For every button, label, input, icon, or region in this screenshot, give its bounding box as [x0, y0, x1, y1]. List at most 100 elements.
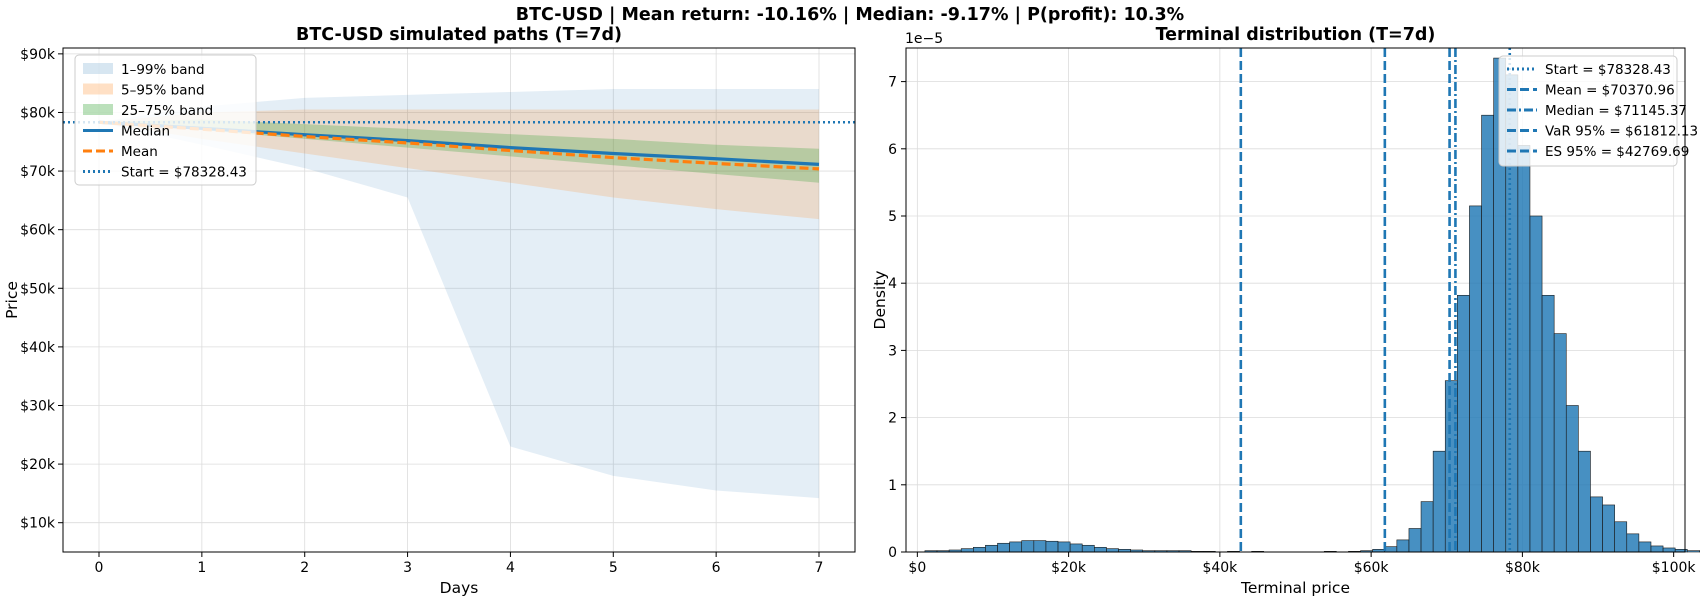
legend-label: 5–95% band — [121, 83, 205, 99]
paths-chart-ticks: 0 1 2 3 4 5 6 7 $10k $20k $30k $40k $50k $60k $70k $80k… — [20, 47, 823, 576]
legend-label: Median = $71145.37 — [1545, 103, 1687, 119]
x-tick-label: $20k — [1051, 560, 1087, 576]
y-tick-label: 7 — [888, 75, 897, 91]
y-tick-label: 3 — [888, 343, 897, 359]
histogram-bar — [1590, 496, 1603, 553]
paths-chart-x-axis-label: Days — [440, 579, 479, 597]
legend-label: Start = $78328.43 — [121, 165, 247, 181]
paths-chart-title: BTC-USD simulated paths (T=7d) — [296, 25, 622, 45]
histogram-bar — [973, 546, 986, 553]
y-tick-label: $50k — [20, 281, 56, 297]
legend-label: Start = $78328.43 — [1545, 62, 1671, 78]
histogram-bar — [960, 548, 974, 553]
terminal-chart-y-axis-label: Density — [871, 271, 889, 330]
histogram-bar — [1481, 114, 1494, 553]
y-tick-label: $30k — [20, 398, 56, 414]
paths-chart-frame — [62, 47, 856, 553]
terminal-chart-ticks: $0 $20k $40k $60k $80k $100k 0 1 2 3 4 5 6 7 — [888, 75, 1696, 576]
y-tick-label: $70k — [20, 164, 56, 180]
histogram-bar — [1553, 333, 1567, 553]
y-tick-label: $80k — [20, 105, 56, 121]
histogram-bar — [1033, 540, 1047, 553]
paths-chart-y-axis-label: Price — [3, 281, 21, 319]
legend-label: 25–75% band — [121, 103, 213, 119]
legend-swatch — [83, 83, 113, 95]
histogram-bar — [1081, 544, 1095, 553]
legend-label: Median — [121, 124, 170, 140]
histogram-bar — [997, 542, 1010, 553]
histogram-bar — [985, 544, 998, 553]
x-tick-label: $60k — [1354, 560, 1390, 576]
histogram-bar — [1638, 541, 1652, 553]
x-tick-label: 6 — [712, 560, 721, 576]
legend-swatch — [83, 104, 113, 115]
x-tick-label: 2 — [300, 560, 309, 576]
histogram-bar — [1420, 501, 1434, 553]
histogram-bar — [1045, 540, 1059, 553]
legend-box — [74, 54, 257, 186]
histogram-bar — [1614, 521, 1628, 553]
terminal-chart-y-offset-label: 1e−5 — [905, 31, 943, 47]
histogram-bar — [1432, 450, 1446, 553]
histogram-bar — [1408, 528, 1422, 553]
y-tick-label: 5 — [888, 209, 897, 225]
histogram-bar — [1094, 546, 1107, 553]
histogram-bar — [1650, 545, 1664, 553]
legend-label: ES 95% = $42769.69 — [1545, 144, 1689, 160]
histogram-bar — [1009, 541, 1023, 553]
y-tick-label: $20k — [20, 457, 56, 473]
paths-chart: 0 1 2 3 4 5 6 7 $10k $20k $30k $40k $50k $60k $70k $80k… — [3, 25, 856, 597]
x-tick-label: 3 — [403, 560, 412, 576]
terminal-distribution-chart: $0 $20k $40k $60k $80k $100k 0 1 2 3 4 5 6 7 Terminal… — [871, 25, 1700, 597]
histogram-bar — [1069, 543, 1083, 553]
x-tick-label: $100k — [1652, 560, 1697, 576]
paths-chart-legend: 1–99% band 5–95% band 25–75% band Median Mea… — [74, 54, 257, 186]
paths-chart-bands — [99, 89, 819, 499]
y-tick-label: $10k — [20, 516, 56, 532]
x-tick-label: 0 — [95, 560, 104, 576]
y-tick-label: $40k — [20, 340, 56, 356]
y-tick-label: $60k — [20, 223, 56, 239]
paths-chart-grid — [63, 48, 855, 552]
histogram-bar — [1057, 541, 1071, 553]
histogram-bar — [1384, 546, 1398, 553]
x-tick-label: 4 — [506, 560, 515, 576]
y-tick-label: 0 — [888, 545, 897, 561]
x-tick-label: 1 — [197, 560, 206, 576]
terminal-chart-legend: Start = $78328.43 Mean = $70370.96 Median … — [1498, 55, 1698, 167]
histogram-bar — [1602, 504, 1615, 553]
histogram-bar — [1686, 550, 1700, 553]
histogram-bar — [1662, 547, 1676, 553]
x-tick-label: $40k — [1202, 560, 1238, 576]
histogram-bar — [1106, 548, 1119, 553]
figure-suptitle: BTC-USD | Mean return: -10.16% | Median:… — [516, 5, 1184, 25]
x-tick-label: 5 — [609, 560, 618, 576]
y-tick-label: 1 — [888, 478, 897, 494]
y-tick-label: $90k — [20, 47, 56, 63]
histogram-bar — [1578, 450, 1591, 553]
legend-label: 1–99% band — [121, 62, 205, 78]
x-tick-label: $80k — [1505, 560, 1541, 576]
histogram-bar — [1517, 145, 1531, 553]
histogram-bar — [1469, 205, 1482, 553]
band-area — [99, 119, 819, 183]
legend-box — [1498, 55, 1678, 167]
histogram-bar — [1529, 215, 1543, 553]
histogram-bar — [1021, 540, 1035, 553]
y-tick-label: 2 — [888, 411, 897, 427]
legend-label: Mean = $70370.96 — [1545, 83, 1675, 99]
histogram-bar — [1541, 294, 1555, 553]
legend-label: Mean — [121, 144, 158, 160]
terminal-chart-frame — [905, 47, 1686, 553]
terminal-chart-title: Terminal distribution (T=7d) — [1156, 25, 1436, 45]
x-tick-label: $0 — [908, 560, 926, 576]
histogram-bar — [1626, 533, 1640, 553]
y-tick-label: 4 — [888, 276, 897, 292]
band-area — [99, 89, 819, 499]
terminal-chart-reference-lines — [1239, 48, 1512, 552]
histogram-bar — [1565, 405, 1579, 553]
x-tick-label: 7 — [815, 560, 824, 576]
y-tick-label: 6 — [888, 142, 897, 158]
histogram-bar — [1457, 294, 1470, 553]
